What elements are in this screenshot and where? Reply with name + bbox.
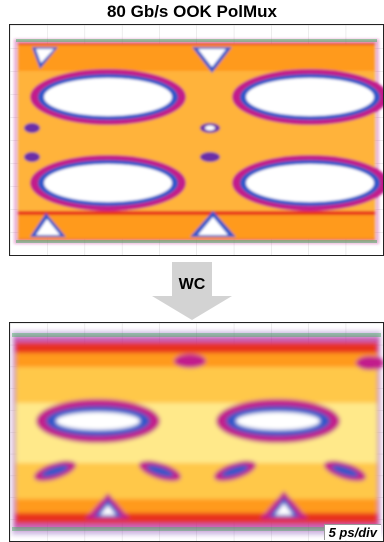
eye-diagram-before — [9, 24, 384, 256]
eye-diagram-before-image — [10, 25, 383, 255]
eye-diagram-after: 5 ps/div — [9, 322, 384, 542]
figure-title: 80 Gb/s OOK PolMux — [106, 2, 278, 21]
down-arrow-icon — [152, 262, 232, 320]
arrow-label: WC — [178, 276, 206, 293]
eye-diagram-after-image — [10, 323, 383, 541]
time-scale-label: 5 ps/div — [323, 524, 381, 540]
